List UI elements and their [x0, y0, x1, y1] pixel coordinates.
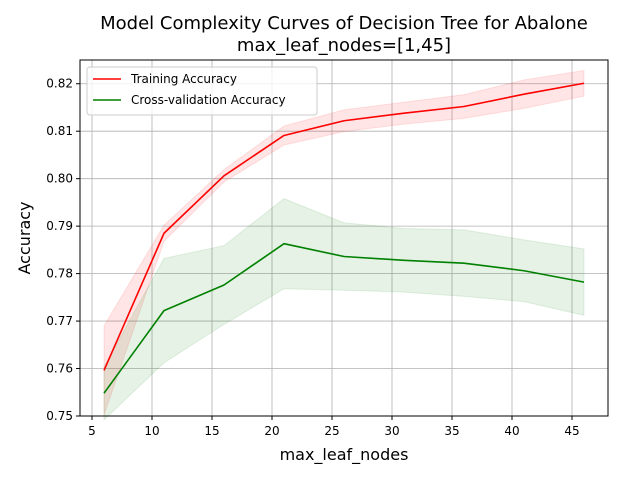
legend: Training Accuracy Cross-validation Accur… [86, 66, 318, 116]
legend-label-training: Training Accuracy [130, 72, 237, 86]
x-tick-label: 5 [88, 424, 96, 438]
legend-label-cross-validation: Cross-validation Accuracy [131, 93, 286, 107]
y-tick-label: 0.76 [46, 362, 73, 376]
x-tick-label: 40 [504, 424, 519, 438]
plot-area-frame [79, 59, 609, 417]
y-tick-label: 0.80 [46, 172, 73, 186]
cross-validation-accuracy-line [103, 242, 585, 394]
training-accuracy-band [103, 69, 585, 416]
x-tick-label: 45 [564, 424, 579, 438]
chart-subtitle: max_leaf_nodes=[1,45] [237, 35, 451, 56]
x-tick-label: 15 [204, 424, 219, 438]
training-accuracy-line [103, 82, 585, 371]
y-axis-ticks: 0.75 0.76 0.77 0.78 0.79 0.80 0.81 0.82 [46, 77, 80, 423]
x-axis-label: max_leaf_nodes [280, 445, 409, 465]
y-tick-label: 0.81 [46, 124, 73, 138]
y-tick-label: 0.82 [46, 77, 73, 91]
x-axis-ticks: 5 10 15 20 25 30 35 40 45 [88, 416, 580, 438]
y-tick-label: 0.75 [46, 409, 73, 423]
confidence-bands [103, 69, 585, 421]
legend-box [86, 66, 318, 116]
x-tick-label: 30 [384, 424, 399, 438]
y-tick-label: 0.79 [46, 219, 73, 233]
chart-title: Model Complexity Curves of Decision Tree… [100, 13, 588, 34]
cross-validation-accuracy-band [103, 198, 585, 421]
y-tick-label: 0.78 [46, 267, 73, 281]
y-tick-label: 0.77 [46, 314, 73, 328]
y-axis-label: Accuracy [15, 201, 34, 274]
x-tick-label: 10 [144, 424, 159, 438]
x-tick-label: 20 [264, 424, 279, 438]
x-tick-label: 25 [324, 424, 339, 438]
x-tick-label: 35 [444, 424, 459, 438]
series-lines [103, 82, 585, 394]
